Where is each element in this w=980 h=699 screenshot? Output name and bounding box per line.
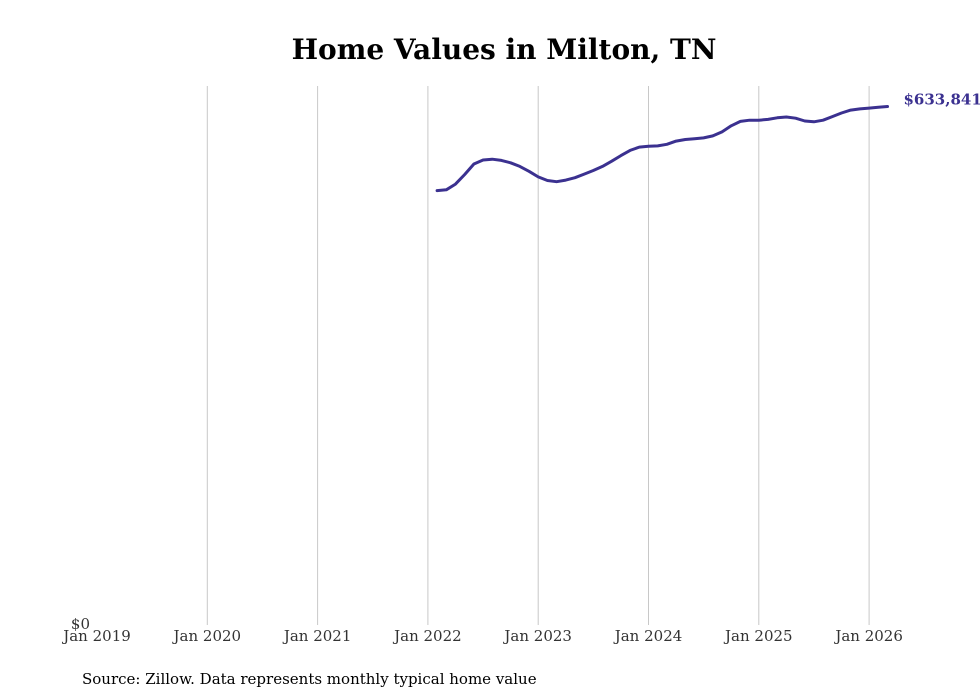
chart-title: Home Values in Milton, TN bbox=[292, 33, 717, 66]
x-tick-label-2021: Jan 2021 bbox=[282, 627, 352, 645]
x-tick-label-2019: Jan 2019 bbox=[61, 627, 131, 645]
x-axis-tick-labels: Jan 2019 Jan 2020 Jan 2021 Jan 2022 Jan 2023… bbox=[61, 627, 903, 645]
x-tick-label-2022: Jan 2022 bbox=[392, 627, 462, 645]
y-axis-tick-label-zero: $0 bbox=[71, 615, 90, 633]
vertical-gridlines bbox=[206, 86, 870, 625]
x-tick-label-2024: Jan 2024 bbox=[613, 627, 683, 645]
x-tick-label-2026: Jan 2026 bbox=[833, 627, 903, 645]
series-line-home-value bbox=[435, 105, 889, 193]
end-value-label: $633,841 bbox=[903, 91, 980, 109]
source-note: Source: Zillow. Data represents monthly … bbox=[82, 670, 537, 688]
x-tick-label-2020: Jan 2020 bbox=[172, 627, 242, 645]
x-tick-label-2023: Jan 2023 bbox=[502, 627, 572, 645]
x-tick-label-2025: Jan 2025 bbox=[723, 627, 793, 645]
